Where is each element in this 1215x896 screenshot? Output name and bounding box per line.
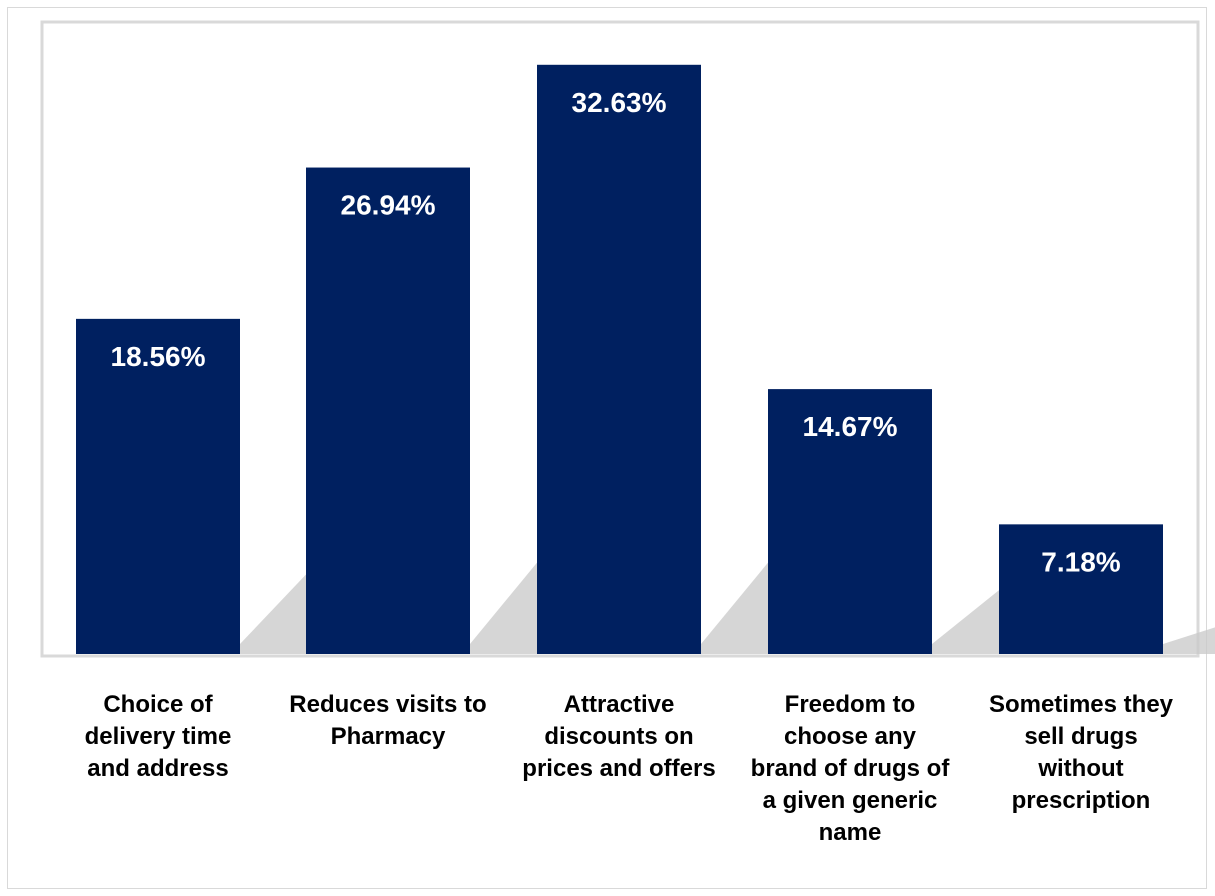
category-label: Reduces visits to Pharmacy xyxy=(289,691,486,750)
bar xyxy=(999,524,1163,654)
data-label: 7.18% xyxy=(1041,546,1120,577)
bar-shadow xyxy=(1163,627,1215,654)
category-label: Choice of delivery time and address xyxy=(85,691,232,782)
category-label: Sometimes they sell drugs without prescript… xyxy=(989,691,1174,814)
data-label: 14.67% xyxy=(803,411,898,442)
data-label: 18.56% xyxy=(111,341,206,372)
bar xyxy=(306,167,470,654)
data-labels: 18.56% 26.94% 32.63% 14.67% 7.18% xyxy=(111,87,1121,578)
category-label: Attractive discounts on prices and offers xyxy=(522,691,715,782)
bar xyxy=(537,64,701,655)
category-label: Freedom to choose any brand of drugs of a g… xyxy=(751,691,951,846)
data-label: 26.94% xyxy=(341,190,436,221)
bar xyxy=(768,389,932,654)
data-label: 32.63% xyxy=(572,87,667,118)
bars xyxy=(76,64,1163,655)
bar xyxy=(76,318,240,654)
category-labels: Choice of delivery time and address Reduces… xyxy=(85,691,1174,846)
